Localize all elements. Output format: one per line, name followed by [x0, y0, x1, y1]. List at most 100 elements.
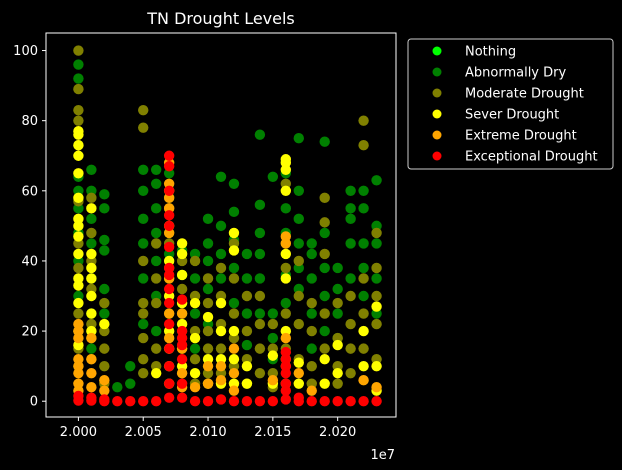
data-point — [280, 332, 292, 344]
data-point — [306, 273, 317, 284]
data-point — [254, 343, 266, 354]
data-point — [150, 238, 162, 249]
y-axis: 0 20 40 60 80 100 — [13, 44, 46, 410]
data-point — [73, 367, 84, 379]
data-point — [267, 374, 279, 386]
data-point — [99, 360, 110, 372]
data-point — [99, 189, 110, 200]
y-tick-label: 40 — [21, 254, 38, 269]
data-point — [358, 140, 369, 151]
data-point — [202, 378, 214, 389]
legend-marker — [432, 109, 442, 119]
data-point — [371, 301, 382, 312]
data-point — [280, 394, 292, 405]
data-point — [254, 367, 266, 379]
data-point — [358, 115, 369, 126]
data-point — [150, 343, 162, 354]
data-point — [73, 115, 84, 126]
data-point — [125, 396, 136, 407]
data-point — [280, 385, 292, 396]
data-point — [176, 378, 188, 389]
legend-item: Sever Drought — [432, 108, 559, 123]
data-point — [319, 396, 330, 407]
data-point — [112, 396, 123, 407]
legend-label: Extreme Drought — [465, 129, 577, 144]
data-point — [99, 318, 110, 330]
data-point — [280, 238, 292, 249]
x-tick-label: 2.000 — [60, 425, 97, 440]
data-point — [176, 269, 188, 281]
data-point — [73, 395, 84, 406]
data-point — [293, 238, 304, 249]
data-point — [215, 248, 227, 260]
data-point — [138, 297, 149, 309]
data-point — [176, 238, 188, 249]
data-point — [163, 297, 175, 309]
data-point — [228, 227, 240, 239]
data-point — [138, 104, 149, 116]
data-point — [150, 203, 162, 214]
data-point — [73, 73, 84, 84]
y-tick-label: 0 — [30, 395, 38, 410]
data-point — [86, 367, 97, 379]
data-point — [138, 255, 149, 267]
data-point — [241, 308, 253, 319]
data-point — [150, 367, 162, 379]
data-point — [138, 164, 149, 175]
data-point — [319, 378, 330, 389]
series-5 — [73, 150, 382, 407]
data-point — [358, 273, 369, 284]
legend-marker — [432, 67, 442, 77]
data-point — [150, 325, 162, 337]
data-point — [228, 385, 240, 396]
data-point — [138, 273, 149, 284]
data-point — [86, 273, 97, 284]
data-point — [280, 297, 292, 309]
data-point — [228, 297, 240, 309]
data-point — [163, 308, 175, 319]
data-point — [189, 332, 201, 344]
data-point — [358, 360, 369, 372]
data-point — [345, 238, 356, 249]
data-point — [163, 210, 175, 221]
data-point — [163, 332, 175, 344]
data-point — [99, 234, 110, 246]
data-point — [189, 367, 201, 379]
data-point — [86, 248, 97, 260]
data-point — [332, 262, 343, 274]
data-point — [138, 332, 149, 344]
data-point — [215, 262, 227, 274]
data-point — [228, 367, 240, 379]
data-point — [371, 318, 382, 330]
data-point — [189, 297, 201, 309]
data-point — [241, 290, 253, 302]
data-point — [215, 360, 227, 372]
data-point — [202, 238, 214, 249]
data-point — [73, 231, 84, 242]
data-point — [202, 396, 214, 407]
data-point — [73, 220, 84, 232]
data-point — [189, 396, 201, 407]
data-point — [228, 308, 240, 319]
data-point — [358, 185, 369, 197]
data-point — [332, 339, 343, 351]
data-point — [150, 164, 162, 175]
data-point — [345, 318, 356, 330]
plot-points — [73, 45, 382, 407]
data-point — [280, 367, 292, 379]
data-point — [215, 297, 227, 309]
data-point — [293, 133, 304, 144]
data-point — [138, 396, 149, 407]
data-point — [306, 325, 317, 337]
data-point — [150, 227, 162, 239]
data-point — [176, 308, 188, 319]
data-point — [267, 396, 279, 407]
data-point — [319, 248, 330, 260]
data-point — [280, 185, 292, 197]
data-point — [176, 392, 188, 403]
data-point — [176, 283, 188, 295]
data-point — [345, 367, 356, 379]
data-point — [73, 150, 84, 161]
data-point — [86, 164, 97, 175]
data-point — [176, 367, 188, 379]
